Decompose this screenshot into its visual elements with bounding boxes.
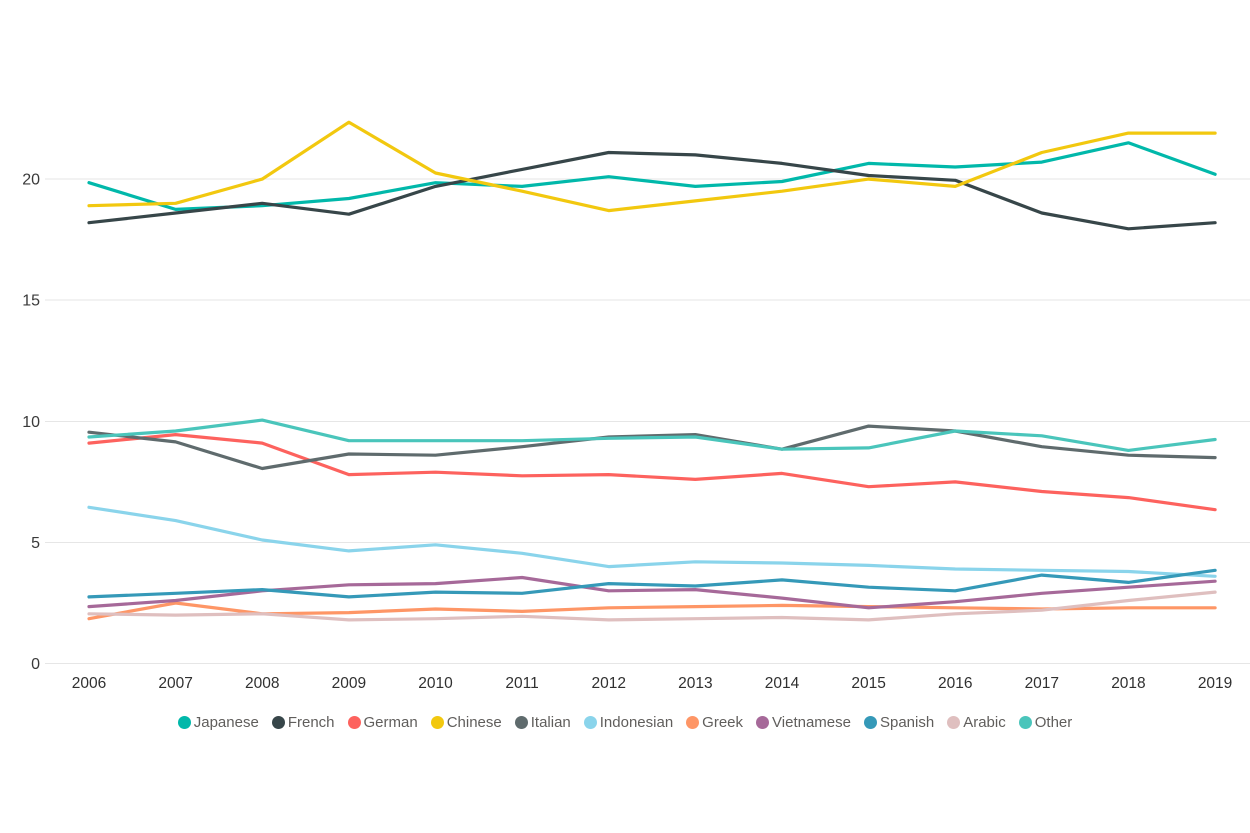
legend-item-italian[interactable]: Italian [514, 714, 571, 731]
legend-label: Italian [530, 714, 571, 731]
series-line-italian[interactable] [87, 424, 1217, 471]
legend-dot-icon [271, 716, 285, 729]
legend-item-japanese[interactable]: Japanese [177, 714, 259, 731]
legend-item-spanish[interactable]: Spanish [863, 714, 935, 731]
legend-dot-icon [583, 716, 597, 729]
legend-item-arabic[interactable]: Arabic [947, 714, 1006, 731]
legend-label: Other [1034, 714, 1073, 731]
x-axis-tick-label: 2014 [765, 675, 800, 692]
legend-dot-icon [347, 716, 361, 729]
x-axis-tick-label: 2006 [72, 675, 106, 692]
legend-dot-icon [177, 716, 191, 729]
legend-item-other[interactable]: Other [1018, 714, 1073, 731]
legend-label: Japanese [193, 714, 259, 731]
legend-label: German [363, 714, 418, 731]
legend-dot-icon [430, 716, 444, 729]
x-axis-tick-label: 2010 [418, 675, 453, 692]
legend-label: French [287, 714, 335, 731]
series-line-vietnamese[interactable] [87, 575, 1217, 610]
legend-label: Spanish [879, 714, 935, 731]
x-axis-tick-label: 2017 [1025, 675, 1059, 692]
legend-item-german[interactable]: German [347, 714, 418, 731]
legend-label: Indonesian [599, 714, 674, 731]
series-line-arabic[interactable] [87, 590, 1217, 622]
legend-item-chinese[interactable]: Chinese [430, 714, 502, 731]
legend-dot-icon [756, 716, 770, 729]
series-line-spanish[interactable] [87, 568, 1217, 599]
x-axis-tick-label: 2015 [851, 675, 885, 692]
legend-label: Vietnamese [772, 714, 851, 731]
y-axis-tick-label: 10 [22, 414, 40, 431]
legend-item-indonesian[interactable]: Indonesian [583, 714, 674, 731]
legend-item-greek[interactable]: Greek [686, 714, 743, 731]
legend-dot-icon [947, 716, 961, 729]
x-axis-tick-label: 2019 [1198, 675, 1232, 692]
legend-item-french[interactable]: French [271, 714, 335, 731]
y-axis-tick-label: 0 [31, 656, 40, 673]
x-axis-tick-label: 2007 [158, 675, 192, 692]
series-line-indonesian[interactable] [87, 505, 1217, 578]
legend-dot-icon [1018, 716, 1032, 729]
x-axis-tick-label: 2011 [505, 675, 538, 692]
y-axis-tick-label: 20 [22, 172, 40, 189]
x-axis-tick-label: 2009 [332, 675, 366, 692]
legend-label: Greek [702, 714, 744, 731]
x-axis-tick-label: 2016 [938, 675, 972, 692]
legend-label: Chinese [446, 714, 502, 731]
y-axis-tick-label: 15 [22, 293, 40, 310]
series-line-german[interactable] [87, 433, 1217, 512]
legend-dot-icon [686, 716, 700, 729]
x-axis-tick-label: 2018 [1111, 675, 1145, 692]
legend: Japanese French German Chinese Italian Indone… [0, 714, 1250, 731]
x-axis-tick-label: 2012 [591, 675, 625, 692]
series-line-chinese[interactable] [87, 120, 1217, 213]
series-line-french[interactable] [87, 150, 1217, 231]
legend-label: Arabic [963, 714, 1006, 731]
legend-dot-icon [514, 716, 528, 729]
x-axis-tick-label: 2008 [245, 675, 279, 692]
legend-item-vietnamese[interactable]: Vietnamese [756, 714, 851, 731]
y-axis-tick-label: 5 [31, 535, 40, 552]
legend-dot-icon [863, 716, 877, 729]
series-line-other[interactable] [87, 418, 1217, 452]
x-axis-tick-label: 2013 [678, 675, 712, 692]
